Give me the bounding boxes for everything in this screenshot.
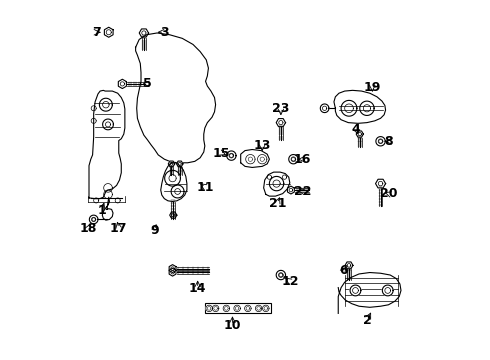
Polygon shape <box>255 305 262 312</box>
Text: 15: 15 <box>213 147 230 159</box>
Polygon shape <box>212 305 219 312</box>
Text: 13: 13 <box>253 139 271 152</box>
Polygon shape <box>376 136 385 146</box>
Bar <box>205 303 271 314</box>
Polygon shape <box>169 265 176 273</box>
Text: 17: 17 <box>110 222 127 235</box>
Polygon shape <box>176 161 183 167</box>
Polygon shape <box>206 305 212 312</box>
Text: 16: 16 <box>294 153 311 166</box>
Polygon shape <box>288 186 294 194</box>
Polygon shape <box>375 179 386 188</box>
Text: 8: 8 <box>384 135 393 148</box>
Polygon shape <box>263 305 269 312</box>
Polygon shape <box>171 185 184 198</box>
Polygon shape <box>382 285 393 296</box>
Text: 11: 11 <box>197 181 214 194</box>
Polygon shape <box>234 305 240 312</box>
Polygon shape <box>118 79 126 89</box>
Text: 12: 12 <box>281 275 298 288</box>
Polygon shape <box>139 29 148 37</box>
Text: 19: 19 <box>364 81 381 94</box>
Polygon shape <box>227 151 236 160</box>
Text: 14: 14 <box>189 282 206 295</box>
Polygon shape <box>289 154 298 164</box>
Polygon shape <box>165 170 180 186</box>
Text: 20: 20 <box>380 187 397 200</box>
Text: 23: 23 <box>272 103 290 116</box>
Polygon shape <box>360 101 374 116</box>
Polygon shape <box>345 262 353 269</box>
Text: 21: 21 <box>269 197 286 210</box>
Text: 7: 7 <box>93 26 101 39</box>
Polygon shape <box>99 98 112 111</box>
Text: 6: 6 <box>339 264 348 277</box>
Polygon shape <box>270 176 284 191</box>
Polygon shape <box>350 285 361 296</box>
Polygon shape <box>89 215 98 224</box>
Polygon shape <box>170 212 177 218</box>
Text: 5: 5 <box>143 77 152 90</box>
Polygon shape <box>168 161 175 167</box>
Text: 10: 10 <box>224 319 241 332</box>
Text: 9: 9 <box>150 224 159 237</box>
Polygon shape <box>102 119 113 130</box>
Polygon shape <box>276 118 286 127</box>
Text: 22: 22 <box>294 185 311 198</box>
Polygon shape <box>223 305 230 312</box>
Polygon shape <box>320 104 329 113</box>
Text: 3: 3 <box>160 26 169 39</box>
Polygon shape <box>245 305 251 312</box>
Polygon shape <box>169 268 176 276</box>
Text: 18: 18 <box>79 222 97 235</box>
Text: 2: 2 <box>363 314 371 327</box>
Polygon shape <box>276 270 286 280</box>
Polygon shape <box>104 27 113 37</box>
Polygon shape <box>356 131 364 137</box>
Text: 1: 1 <box>97 204 106 217</box>
Text: 4: 4 <box>352 123 361 136</box>
Polygon shape <box>341 100 357 116</box>
